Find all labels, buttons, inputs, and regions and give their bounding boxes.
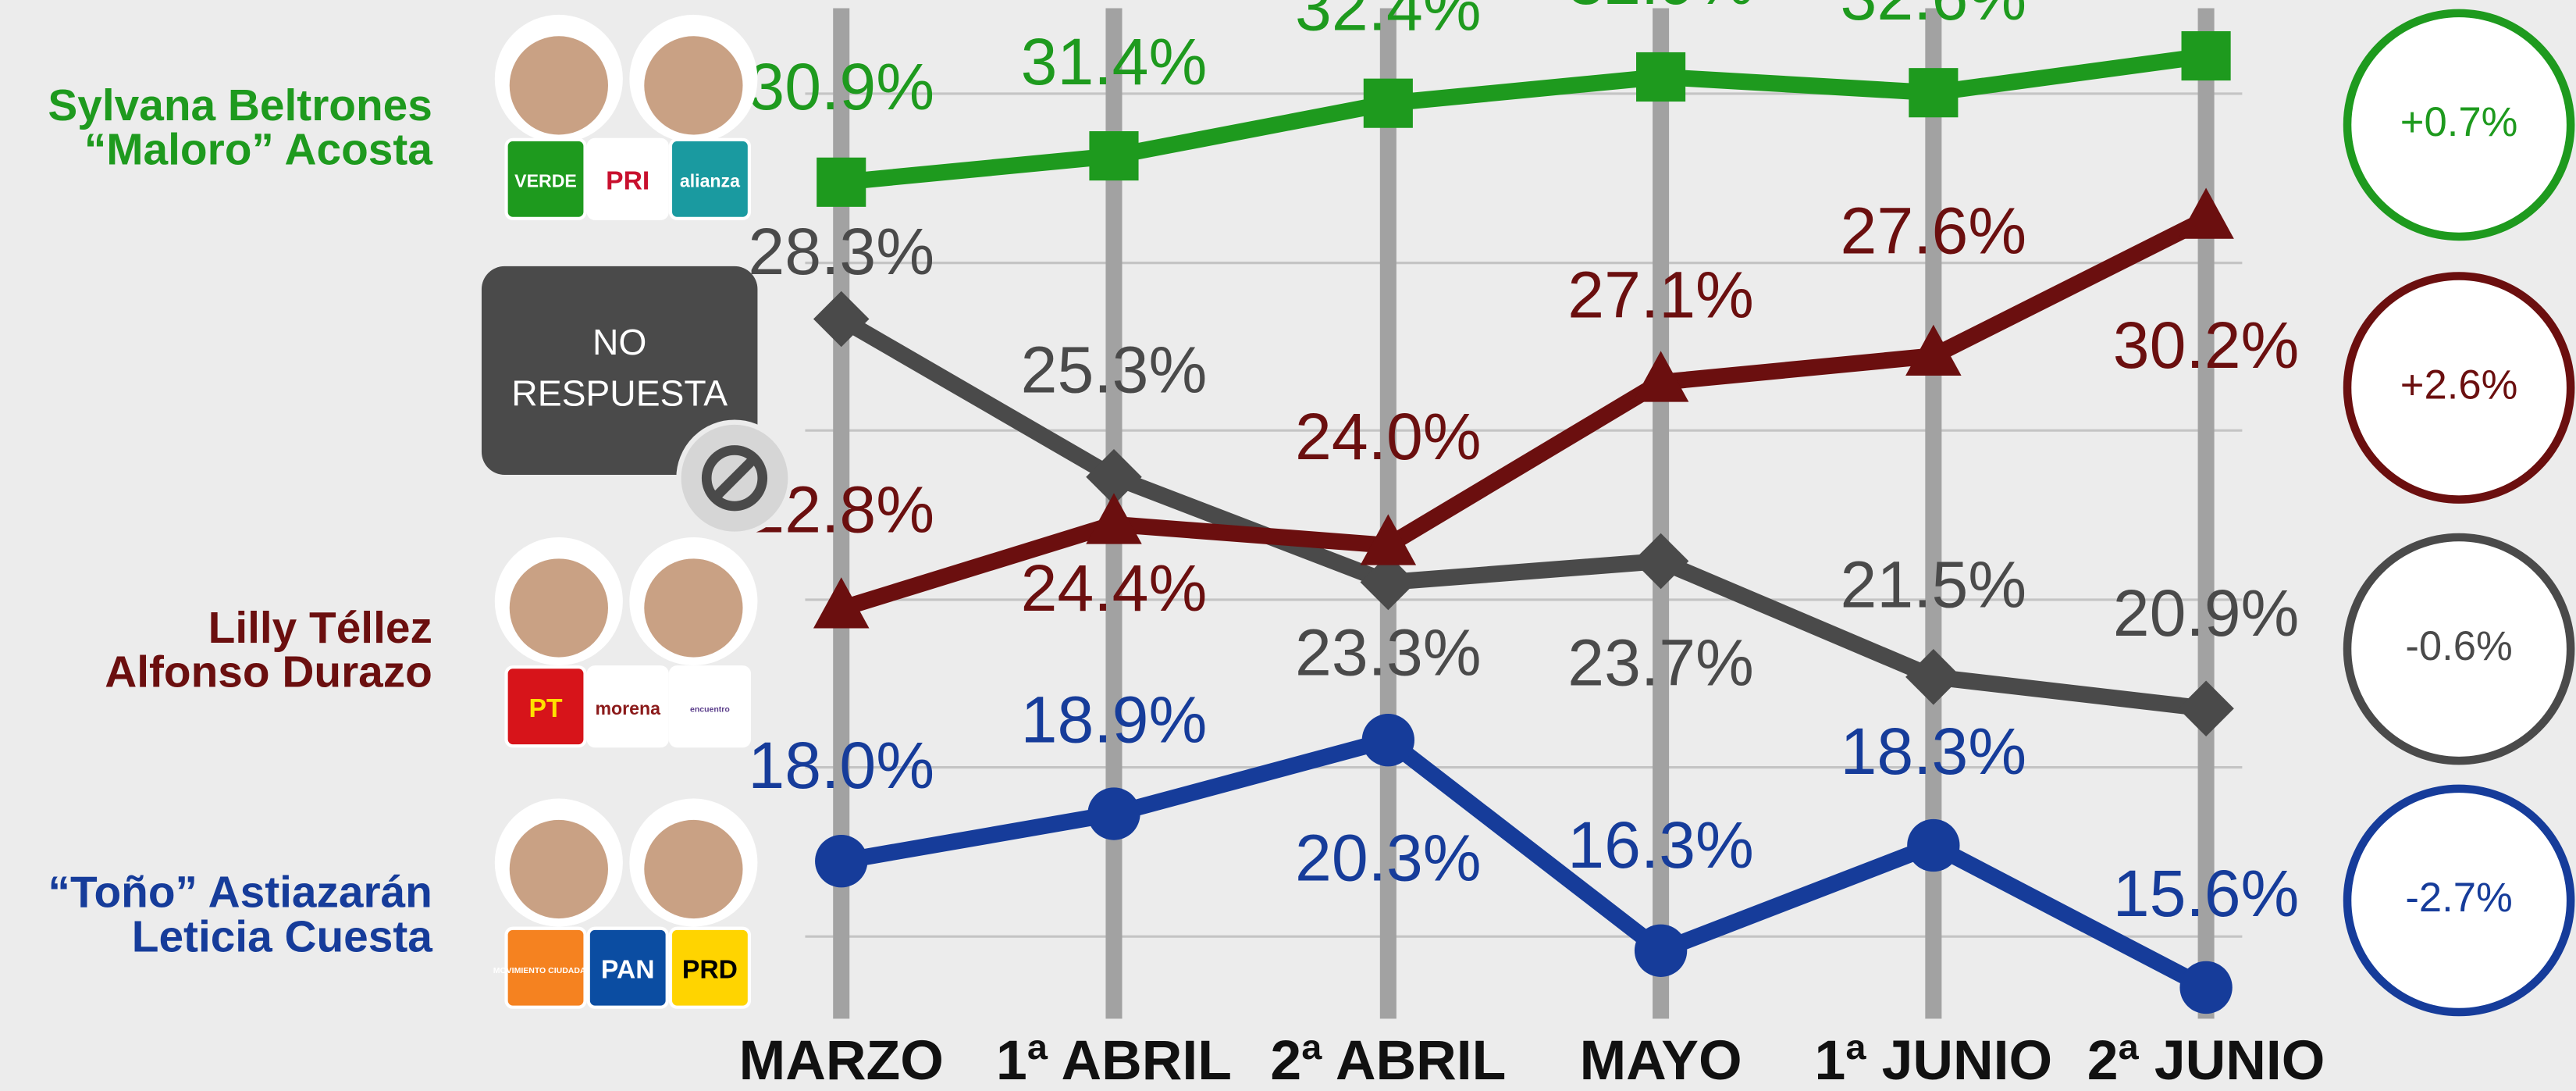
value-label: 25.3% [1021, 333, 1208, 406]
value-label: 30.9% [748, 50, 934, 123]
legend-label: NO [592, 322, 646, 362]
x-tick-label: 1ª JUNIO [1814, 1029, 2052, 1091]
value-label: 32.6% [1841, 0, 2027, 34]
party-logo-text: PT [529, 694, 563, 723]
x-tick-label: 1ª ABRIL [996, 1029, 1232, 1091]
candidate-photo-face [510, 36, 608, 134]
chart: MARZO 1ª ABRIL 2ª ABRIL MAYO 1ª JUNIO 2ª JUNI… [0, 0, 2576, 1091]
candidate-photo-face [510, 558, 608, 657]
value-label: 18.3% [1841, 715, 2027, 788]
marker [817, 158, 866, 207]
candidate-photo-face [644, 558, 742, 657]
legend-label: Lilly Téllez [208, 604, 432, 653]
marker [1362, 714, 1414, 766]
party-logo-text: PAN [601, 955, 655, 984]
value-label: 31.4% [1021, 25, 1208, 98]
value-label: 30.2% [2113, 308, 2300, 382]
x-tick-label: 2ª JUNIO [2087, 1029, 2325, 1091]
value-label: 15.6% [2113, 857, 2300, 930]
value-label: 24.4% [1021, 551, 1208, 625]
legend-label: Alfonso Durazo [105, 648, 432, 697]
legend-label: RESPUESTA [511, 373, 728, 413]
marker [1907, 819, 1959, 872]
value-label: 23.3% [1295, 616, 1482, 690]
marker [1635, 925, 1687, 977]
value-label: 18.9% [1021, 683, 1208, 757]
value-label: 20.9% [2113, 576, 2300, 650]
legend-label: Leticia Cuesta [132, 912, 433, 961]
marker [815, 835, 867, 887]
value-label: 28.3% [748, 215, 934, 288]
party-logo-text: PRI [606, 166, 649, 195]
marker [1909, 68, 1958, 117]
change-label: -2.7% [2405, 875, 2512, 921]
candidate-photo-face [644, 36, 742, 134]
legend-label: Sylvana Beltrones [48, 81, 432, 130]
party-logo-text: alianza [680, 171, 741, 191]
legend-label: “Maloro” Acosta [84, 126, 432, 175]
value-label: 18.0% [748, 729, 934, 802]
marker [2182, 31, 2231, 80]
value-label: 20.3% [1295, 822, 1482, 895]
change-label: -0.6% [2405, 623, 2512, 669]
value-label: 16.3% [1567, 808, 1754, 882]
marker [1089, 131, 1138, 180]
value-label: 27.6% [1841, 194, 2027, 267]
party-logo-text: MOVIMIENTO CIUDADANO [493, 966, 599, 975]
value-label: 23.7% [1567, 626, 1754, 700]
value-label: 24.0% [1295, 400, 1482, 473]
marker [1636, 52, 1685, 102]
x-tick-label: 2ª ABRIL [1270, 1029, 1506, 1091]
x-tick-label: MARZO [739, 1029, 944, 1091]
marker [2179, 961, 2232, 1014]
value-label: 32.9% [1567, 0, 1754, 18]
party-logo-text: encuentro [690, 705, 730, 715]
party-logo-text: morena [595, 698, 661, 718]
value-label: 32.4% [1295, 0, 1482, 45]
party-logo-text: PRD [682, 955, 738, 984]
value-label: 27.1% [1567, 258, 1754, 331]
change-label: +0.7% [2400, 99, 2518, 145]
marker [1087, 787, 1140, 840]
change-label: +2.6% [2400, 362, 2518, 408]
candidate-photo-face [644, 820, 742, 918]
candidate-photo-face [510, 820, 608, 918]
legend-label: “Toño” Astiazarán [48, 868, 432, 918]
party-logo-text: VERDE [514, 171, 577, 191]
x-tick-label: MAYO [1580, 1029, 1742, 1091]
marker [1364, 79, 1413, 128]
value-label: 21.5% [1841, 548, 2027, 622]
